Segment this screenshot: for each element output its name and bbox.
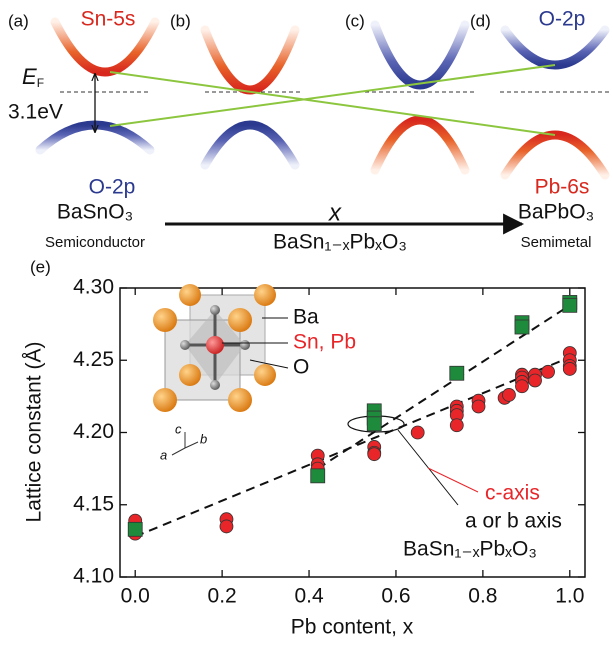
band-label: O-2p [539, 8, 586, 31]
data-point [219, 519, 234, 534]
fit-line [134, 356, 571, 538]
data-point [471, 399, 486, 414]
fermi-label: EF [22, 64, 44, 90]
y-tick-label: 4.20 [73, 420, 114, 443]
band-trend [109, 71, 556, 136]
y-axis-label: Lattice constant (Å) [23, 342, 46, 523]
crystal-inset: Ba Sn, Pb O c a b [153, 284, 356, 462]
valence-band [500, 130, 610, 180]
compound: BaSn₁₋ₓPbₓO₃ [273, 231, 407, 254]
ba-atom [228, 388, 252, 412]
panel-label: (d) [470, 11, 491, 30]
ba-atom [179, 284, 201, 306]
o-atom [240, 340, 250, 350]
data-square [310, 468, 326, 484]
axis-letter: c [175, 421, 182, 436]
band-label: Sn-5s [81, 8, 136, 31]
data-point [562, 362, 577, 376]
conduction-band [200, 25, 300, 95]
o-atom [180, 340, 190, 350]
arrow-label: x [328, 199, 342, 226]
data-point [502, 388, 516, 402]
compound: BaPbO₃ [518, 201, 594, 224]
series-annotation: a or b axis [465, 510, 562, 533]
y-tick-label: 4.15 [73, 492, 114, 515]
band-label: Pb-6s [535, 176, 590, 199]
y-tick-label: 4.25 [73, 348, 114, 371]
x-tick-label: 0.0 [121, 585, 150, 608]
x-tick-label: 0.6 [381, 585, 410, 608]
ba-atom [179, 364, 201, 386]
conduction-band [500, 25, 610, 70]
fermi-symbol: E [22, 64, 37, 89]
data-point [528, 373, 542, 388]
compound: BaSnO₃ [57, 201, 133, 224]
material-type: Semiconductor [45, 234, 145, 251]
inset-label: Ba [293, 306, 319, 329]
leader [427, 467, 479, 493]
valence-band [370, 115, 470, 175]
ba-atom [153, 308, 177, 332]
fit-line [317, 304, 571, 470]
o-atom [210, 380, 220, 390]
o-atom [210, 305, 220, 315]
fermi-subscript: F [37, 76, 44, 90]
material-type: Semimetal [521, 234, 592, 251]
data-square [127, 521, 143, 537]
data-square [562, 297, 578, 313]
conduction-band [370, 20, 470, 90]
band-trend [109, 64, 556, 127]
axis-triad [171, 432, 199, 456]
data-point [515, 379, 529, 394]
x-tick-label: 0.4 [294, 585, 324, 608]
sn-atom [206, 336, 224, 354]
panel-label: (b) [170, 11, 191, 30]
data-square [366, 416, 382, 432]
data-square [449, 365, 465, 381]
x-tick-label: 1.0 [555, 585, 584, 608]
inset-label: Sn, Pb [293, 331, 356, 354]
ba-atom [254, 284, 276, 306]
data-point [449, 418, 464, 433]
data-point [410, 425, 425, 440]
axis-letter: a [160, 447, 167, 462]
data-point [541, 364, 555, 379]
panel-label: (c) [345, 11, 365, 30]
y-tick-label: 4.30 [73, 276, 114, 299]
series-annotation: c-axis [485, 482, 540, 505]
leader [249, 359, 289, 369]
valence-band [200, 120, 300, 170]
ba-atom [153, 388, 177, 412]
x-tick-label: 0.8 [468, 585, 497, 608]
band-label: O-2p [89, 176, 136, 199]
x-tick-label: 0.2 [208, 585, 237, 608]
panel-label: (e) [30, 257, 51, 276]
data-square [514, 319, 530, 335]
data-point [367, 447, 382, 462]
formula-annotation: BaSn₁₋ₓPbₓO₃ [403, 538, 537, 561]
conduction-band [50, 17, 160, 77]
leader [397, 429, 459, 506]
ba-atom [228, 308, 252, 332]
ba-atom [254, 364, 276, 386]
panel-label: (a) [8, 11, 29, 30]
inset-label: O [293, 356, 309, 379]
x-axis-label: Pb content, x [291, 616, 414, 639]
band-schematic: (a) (b) (c) (d) Sn-5s O-2p O-2p Pb-6s EF… [8, 8, 610, 254]
y-tick-label: 4.10 [73, 565, 114, 588]
axis-letter: b [200, 431, 207, 446]
gap-label: 3.1eV [8, 101, 63, 124]
